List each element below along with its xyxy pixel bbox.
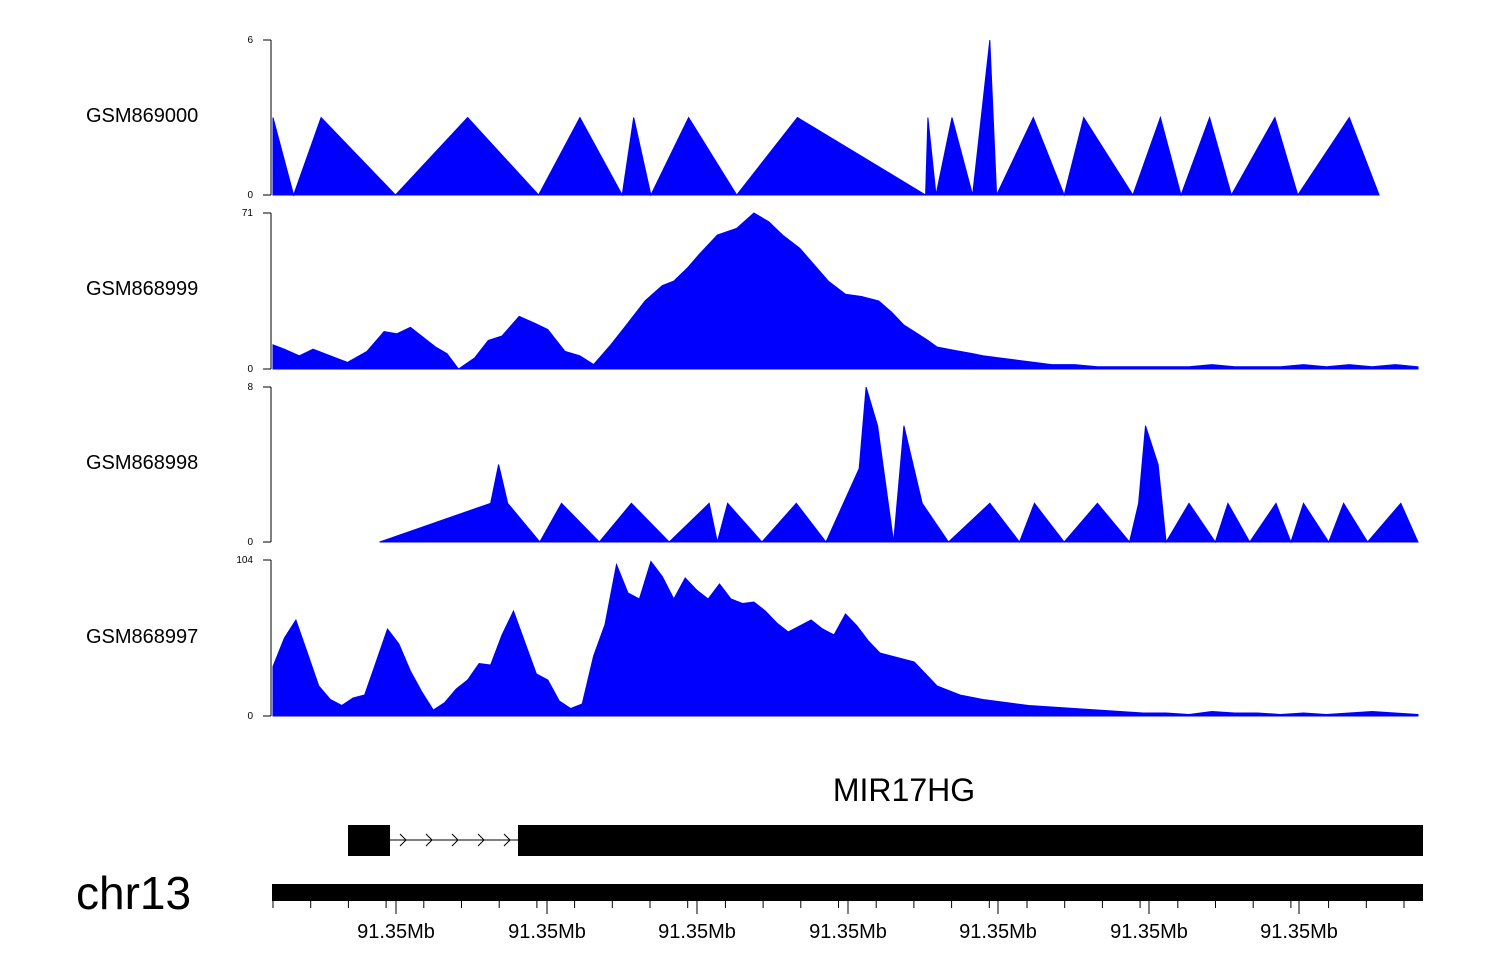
coverage-area-gsm868997 bbox=[272, 560, 1419, 717]
y-tick-label-max: 104 bbox=[236, 555, 253, 566]
position-tick-label: 91.35Mb bbox=[658, 921, 736, 943]
position-tick-label: 91.35Mb bbox=[959, 921, 1037, 943]
track-gsm868997: 104 0 bbox=[236, 555, 1419, 722]
gene-exon-2 bbox=[518, 825, 1423, 856]
y-tick-label-min: 0 bbox=[247, 711, 253, 722]
position-tick-label: 91.35Mb bbox=[1110, 921, 1188, 943]
chromosome-label: chr13 bbox=[76, 867, 192, 919]
track-label-gsm868999: GSM868999 bbox=[86, 278, 199, 300]
gene-model: MIR17HG bbox=[348, 772, 1423, 856]
position-tick-label: 91.35Mb bbox=[1260, 921, 1338, 943]
gene-name-label: MIR17HG bbox=[833, 772, 975, 808]
track-gsm869000: 60 bbox=[247, 35, 1380, 201]
track-label-gsm868998: GSM868998 bbox=[86, 452, 199, 474]
track-label-gsm868997: GSM868997 bbox=[86, 626, 199, 648]
position-tick-label: 91.35Mb bbox=[357, 921, 435, 943]
coverage-area-gsm868998 bbox=[379, 386, 1419, 544]
y-tick-label-max: 6 bbox=[247, 35, 253, 46]
coverage-area-gsm868999 bbox=[272, 212, 1419, 370]
genome-axis: 91.35Mb 91.35Mb 91.35Mb 91.35Mb 91.35Mb 91.35… bbox=[272, 884, 1423, 943]
coverage-area-gsm869000 bbox=[272, 39, 1380, 197]
y-tick-label-max: 71 bbox=[242, 208, 254, 219]
position-tick-label: 91.35Mb bbox=[809, 921, 887, 943]
track-label-gsm869000: GSM869000 bbox=[86, 105, 199, 127]
track-gsm868998: 80 bbox=[247, 382, 1419, 548]
chromosome-bar bbox=[272, 884, 1423, 901]
gene-strand-arrows bbox=[399, 833, 511, 847]
y-tick-label-max: 8 bbox=[247, 382, 253, 393]
y-tick-label-min: 0 bbox=[247, 537, 253, 548]
y-tick-label-min: 0 bbox=[247, 364, 253, 375]
position-tick-label: 91.35Mb bbox=[508, 921, 586, 943]
track-gsm868999: 71 0 bbox=[242, 208, 1419, 375]
y-tick-label-min: 0 bbox=[247, 190, 253, 201]
gene-exon-1 bbox=[348, 825, 390, 856]
